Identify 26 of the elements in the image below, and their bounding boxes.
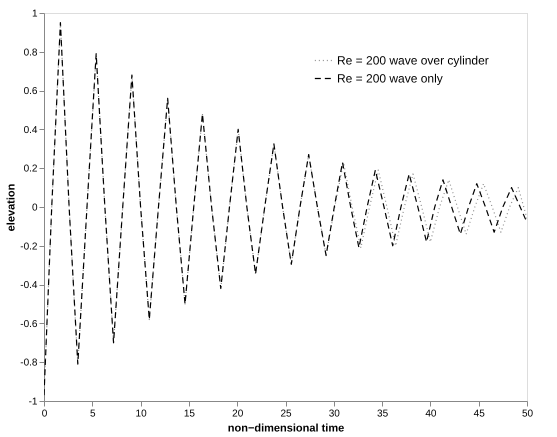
y-tick-label: 1 xyxy=(32,8,38,20)
y-tick-label: 0.8 xyxy=(24,47,38,58)
x-tick-label: 35 xyxy=(377,408,389,420)
y-tick-label: 0.4 xyxy=(24,124,38,136)
x-tick-label: 15 xyxy=(184,408,196,420)
legend-label: Re = 200 wave over cylinder xyxy=(337,54,489,68)
y-tick-label: 0.6 xyxy=(24,86,38,98)
x-tick-label: 45 xyxy=(474,408,486,420)
y-tick-label: -0.8 xyxy=(20,358,38,369)
y-tick-label: -0.6 xyxy=(20,318,38,330)
x-tick-label: 25 xyxy=(280,408,292,420)
x-tick-label: 5 xyxy=(90,408,96,420)
y-tick-label: 0 xyxy=(32,202,38,214)
y-tick-label: 0.2 xyxy=(24,164,38,175)
y-tick-label: -0.4 xyxy=(20,280,38,292)
x-tick-label: 10 xyxy=(136,408,148,420)
x-tick-label: 40 xyxy=(425,408,437,420)
x-tick-label: 30 xyxy=(328,408,340,420)
x-axis-title: non−dimensional time xyxy=(228,422,344,434)
y-tick-label: -1 xyxy=(28,396,38,408)
y-tick-label: -0.2 xyxy=(20,241,38,252)
y-axis-title: elevation xyxy=(5,183,18,232)
x-tick-label: 0 xyxy=(42,408,48,420)
x-tick-label: 50 xyxy=(522,408,534,420)
x-tick-label: 20 xyxy=(232,408,244,420)
legend-label: Re = 200 wave only xyxy=(337,72,443,86)
